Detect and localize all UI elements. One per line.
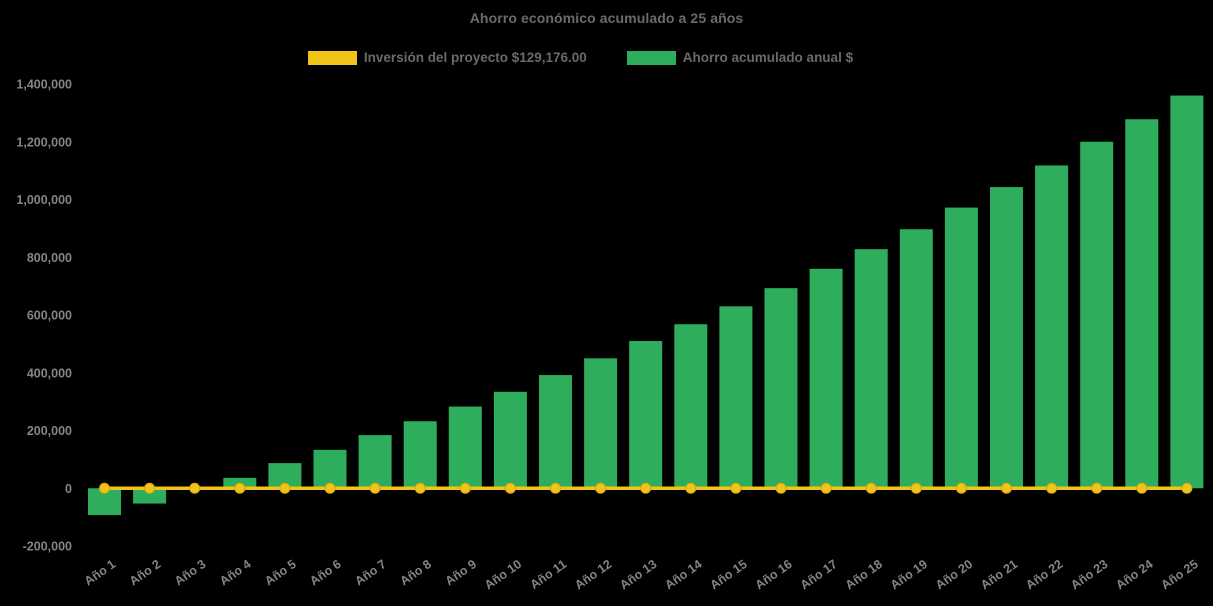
x-axis-label: Año 13 — [617, 557, 659, 592]
bar — [899, 229, 933, 489]
legend: Inversión del proyecto $129,176.00 Ahorr… — [0, 50, 1187, 65]
x-axis-label: Año 4 — [217, 557, 254, 588]
line-marker — [324, 482, 336, 494]
x-axis-label: Año 11 — [528, 557, 570, 592]
legend-item-ahorro: Ahorro acumulado anual $ — [626, 50, 854, 65]
bar — [313, 449, 347, 489]
line-marker — [730, 482, 742, 494]
line-marker — [955, 482, 967, 494]
line-marker — [189, 482, 201, 494]
legend-label-ahorro: Ahorro acumulado anual $ — [682, 50, 854, 65]
line-marker — [234, 482, 246, 494]
line-marker — [1001, 482, 1012, 494]
line-marker — [279, 482, 291, 494]
x-axis-label: Año 9 — [443, 557, 480, 588]
line-marker — [910, 482, 922, 494]
x-axis-label: Año 6 — [307, 557, 344, 588]
x-axis-label: Año 7 — [352, 557, 389, 588]
line-marker — [459, 482, 471, 494]
line-marker — [820, 482, 832, 494]
chart-title: Ahorro económico acumulado a 25 años — [469, 10, 744, 26]
line-marker — [550, 482, 561, 494]
legend-swatch-ahorro — [626, 50, 676, 65]
x-axis-label: Año 14 — [662, 557, 704, 592]
y-axis-label: 600,000 — [27, 309, 72, 323]
line-marker — [1136, 482, 1148, 494]
line-marker — [369, 482, 381, 494]
x-axis-label: Año 17 — [798, 557, 840, 592]
y-axis-label: 1,000,000 — [16, 193, 72, 207]
x-axis-label: Año 10 — [482, 557, 524, 592]
legend-item-inversion: Inversión del proyecto $129,176.00 — [307, 50, 587, 65]
x-axis-label: Año 24 — [1113, 557, 1155, 592]
x-axis-label: Año 20 — [933, 557, 975, 592]
bar — [493, 391, 527, 489]
legend-swatch-inversion — [307, 50, 357, 65]
bar — [764, 288, 798, 489]
bar — [133, 488, 167, 504]
y-axis-label: 200,000 — [27, 424, 72, 438]
y-axis-label: 0 — [65, 482, 72, 496]
bar — [1080, 141, 1114, 489]
x-axis-label: Año 19 — [888, 557, 930, 592]
line-marker — [1046, 482, 1058, 494]
line-marker — [685, 482, 697, 494]
x-axis-label: Año 3 — [172, 557, 209, 588]
y-axis-label: -200,000 — [23, 540, 72, 554]
bar — [944, 207, 978, 489]
bar — [674, 324, 708, 489]
bar — [990, 187, 1023, 489]
y-axis-label: 1,200,000 — [16, 135, 72, 149]
bar — [584, 358, 618, 489]
x-axis-label: Año 15 — [707, 557, 749, 592]
line-marker — [144, 482, 156, 494]
bar — [1125, 119, 1159, 489]
x-axis-label: Año 22 — [1023, 557, 1065, 592]
bar — [358, 435, 392, 489]
line-marker — [595, 482, 607, 494]
x-axis-label: Año 8 — [397, 557, 434, 588]
bar — [403, 421, 437, 489]
y-axis-label: 1,400,000 — [16, 78, 72, 92]
line-marker — [865, 482, 877, 494]
line-marker — [640, 482, 652, 494]
bar — [719, 306, 753, 489]
bar — [809, 268, 843, 489]
x-axis-label: Año 25 — [1158, 557, 1200, 592]
x-axis-label: Año 23 — [1068, 557, 1110, 592]
line-marker — [775, 482, 787, 494]
line-marker — [414, 482, 426, 494]
line-marker — [1181, 482, 1193, 494]
y-axis-label: 400,000 — [27, 366, 72, 380]
line-marker — [504, 482, 516, 494]
bar — [448, 406, 482, 489]
x-axis-label: Año 5 — [262, 557, 299, 588]
bar — [854, 249, 888, 489]
y-axis-label: 800,000 — [27, 251, 72, 265]
legend-label-inversion: Inversión del proyecto $129,176.00 — [363, 50, 587, 65]
x-axis-label: Año 1 — [82, 557, 119, 588]
x-axis-label: Año 18 — [843, 557, 885, 592]
bar — [539, 375, 572, 489]
line-marker — [1091, 482, 1103, 494]
bar — [1035, 165, 1069, 489]
x-axis-label: Año 16 — [753, 557, 795, 592]
bar — [1170, 95, 1204, 489]
bar — [629, 340, 663, 489]
x-axis-label: Año 12 — [572, 557, 614, 592]
x-axis-label: Año 21 — [978, 557, 1020, 592]
line-marker — [99, 482, 110, 494]
x-axis-label: Año 2 — [127, 557, 164, 588]
